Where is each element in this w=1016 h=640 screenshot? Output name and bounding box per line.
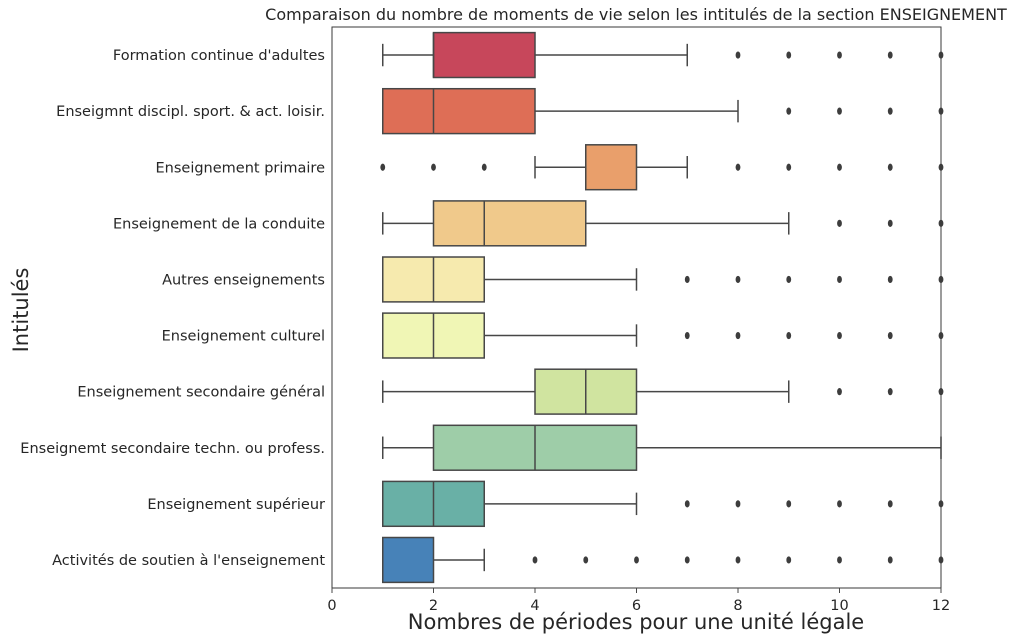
x-tick-label: 12 (932, 598, 950, 614)
plot-area (380, 31, 944, 584)
outlier-point (837, 275, 842, 284)
outlier-point (786, 163, 792, 171)
category-label: Activités de soutien à l'enseignement (52, 553, 325, 569)
outlier-point (786, 275, 792, 284)
outlier-point (837, 556, 842, 564)
outlier-point (684, 331, 690, 340)
outlier-point (431, 163, 436, 171)
outlier-point (887, 331, 893, 340)
outlier-point (837, 500, 842, 508)
box-group (382, 256, 944, 303)
outlier-point (837, 163, 842, 171)
outlier-point (837, 331, 842, 340)
x-tick-label: 8 (733, 598, 742, 614)
x-tick-label: 10 (830, 598, 848, 614)
outlier-point (532, 556, 538, 564)
outlier-point (786, 331, 792, 340)
box (585, 144, 638, 191)
outlier-point (786, 51, 792, 59)
outlier-point (887, 556, 893, 564)
box (382, 87, 536, 135)
outlier-point (380, 163, 386, 171)
category-label: Formation continue d'adultes (113, 48, 325, 64)
box-group (382, 87, 944, 135)
outlier-point (786, 556, 792, 564)
box-group (382, 536, 944, 584)
outlier-point (837, 219, 842, 227)
box-group (382, 200, 944, 247)
outlier-point (887, 219, 893, 227)
outlier-point (887, 500, 893, 508)
x-tick-label: 2 (429, 598, 438, 614)
outlier-point (634, 556, 639, 564)
outlier-point (735, 163, 741, 171)
outlier-point (735, 556, 741, 564)
outlier-point (684, 275, 690, 284)
y-axis-label: Intitulés (9, 268, 33, 353)
outlier-point (735, 500, 741, 508)
category-label: Enseignemt secondaire techn. ou profess. (20, 441, 325, 457)
outlier-point (887, 275, 893, 284)
box-group (382, 480, 944, 528)
outlier-point (887, 107, 893, 115)
box-group (382, 424, 942, 471)
category-label: Autres enseignements (162, 272, 325, 288)
box-group (382, 368, 944, 415)
outlier-point (887, 163, 893, 171)
outlier-point (735, 275, 741, 284)
x-tick-label: 4 (530, 598, 539, 614)
category-label: Enseignement primaire (156, 160, 326, 176)
category-label: Enseigmnt discipl. sport. & act. loisir. (56, 104, 325, 120)
chart-title: Comparaison du nombre de moments de vie … (265, 5, 1007, 24)
x-axis-label: Nombres de périodes pour une unité légal… (408, 610, 864, 634)
outlier-point (684, 556, 690, 564)
category-label: Enseignement de la conduite (113, 216, 325, 232)
outlier-point (887, 388, 893, 396)
x-tick-label: 6 (632, 598, 641, 614)
outlier-point (837, 107, 842, 115)
box-group (380, 144, 944, 191)
outlier-point (837, 51, 842, 59)
box-group (382, 312, 944, 359)
outlier-point (887, 51, 893, 59)
category-label: Enseignement secondaire général (77, 385, 325, 401)
x-tick-label: 0 (327, 598, 336, 614)
outlier-point (837, 388, 842, 396)
box (432, 31, 536, 79)
outlier-point (735, 51, 741, 59)
outlier-point (786, 500, 792, 508)
category-label: Enseignement supérieur (147, 497, 325, 513)
outlier-point (684, 500, 690, 508)
category-label: Enseignement culturel (162, 329, 325, 345)
box (382, 536, 435, 584)
outlier-point (481, 163, 487, 171)
box (432, 200, 587, 247)
outlier-point (786, 107, 792, 115)
outlier-point (735, 331, 741, 340)
box-group (382, 31, 944, 79)
outlier-point (583, 556, 589, 564)
